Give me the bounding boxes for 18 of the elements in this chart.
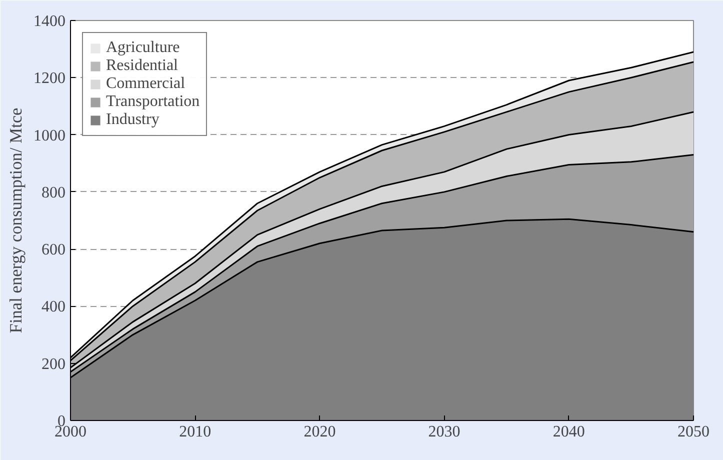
y-tick-label: 200 [42,356,66,373]
x-tick-label: 2010 [179,424,212,440]
legend-label: Commercial [106,75,186,93]
y-axis-title: Final energy consumption/ Mtce [6,107,26,334]
x-tick-label: 2040 [552,424,585,440]
y-tick-label: 600 [42,242,66,259]
x-tick-label: 2020 [304,424,336,440]
legend-label: Residential [106,57,178,75]
y-tick-label: 400 [42,298,66,316]
legend-label: Industry [106,111,160,129]
y-tick-label: 1400 [34,13,66,30]
legend-label: Agriculture [106,39,180,57]
y-tick-label: 1000 [34,127,66,144]
legend-label: Transportation [106,93,200,111]
y-tick-label: 1200 [34,70,66,88]
y-tick-label: 800 [42,184,66,202]
x-tick-label: 2030 [428,424,460,440]
x-tick-label: 2050 [678,424,710,440]
